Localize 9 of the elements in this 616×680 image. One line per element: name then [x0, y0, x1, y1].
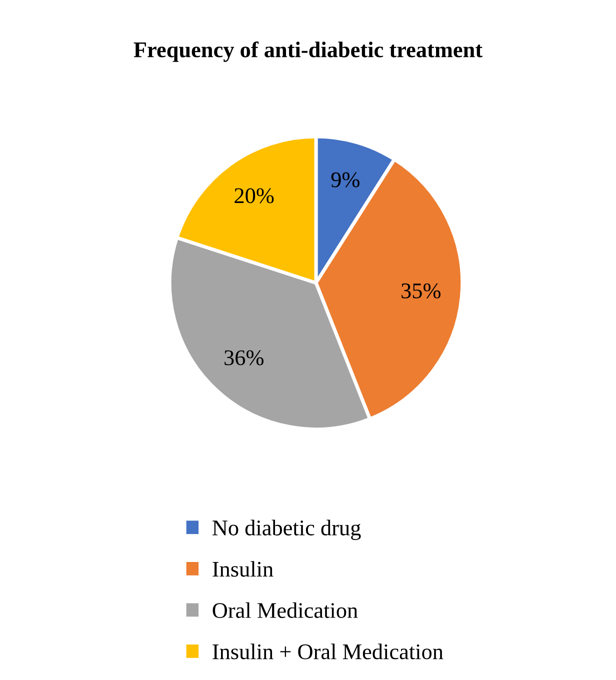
data-label: 36% [224, 350, 264, 366]
legend-label: No diabetic drug [212, 520, 361, 540]
legend-label: Insulin + Oral Medication [212, 644, 444, 660]
legend-label: Insulin [212, 561, 274, 577]
legend-label: Oral Medication [212, 602, 358, 618]
data-label: 20% [234, 188, 274, 204]
chart-title: Frequency of anti-diabetic treatment [134, 41, 482, 62]
data-label: 35% [402, 283, 441, 298]
data-label: 9% [331, 172, 360, 188]
